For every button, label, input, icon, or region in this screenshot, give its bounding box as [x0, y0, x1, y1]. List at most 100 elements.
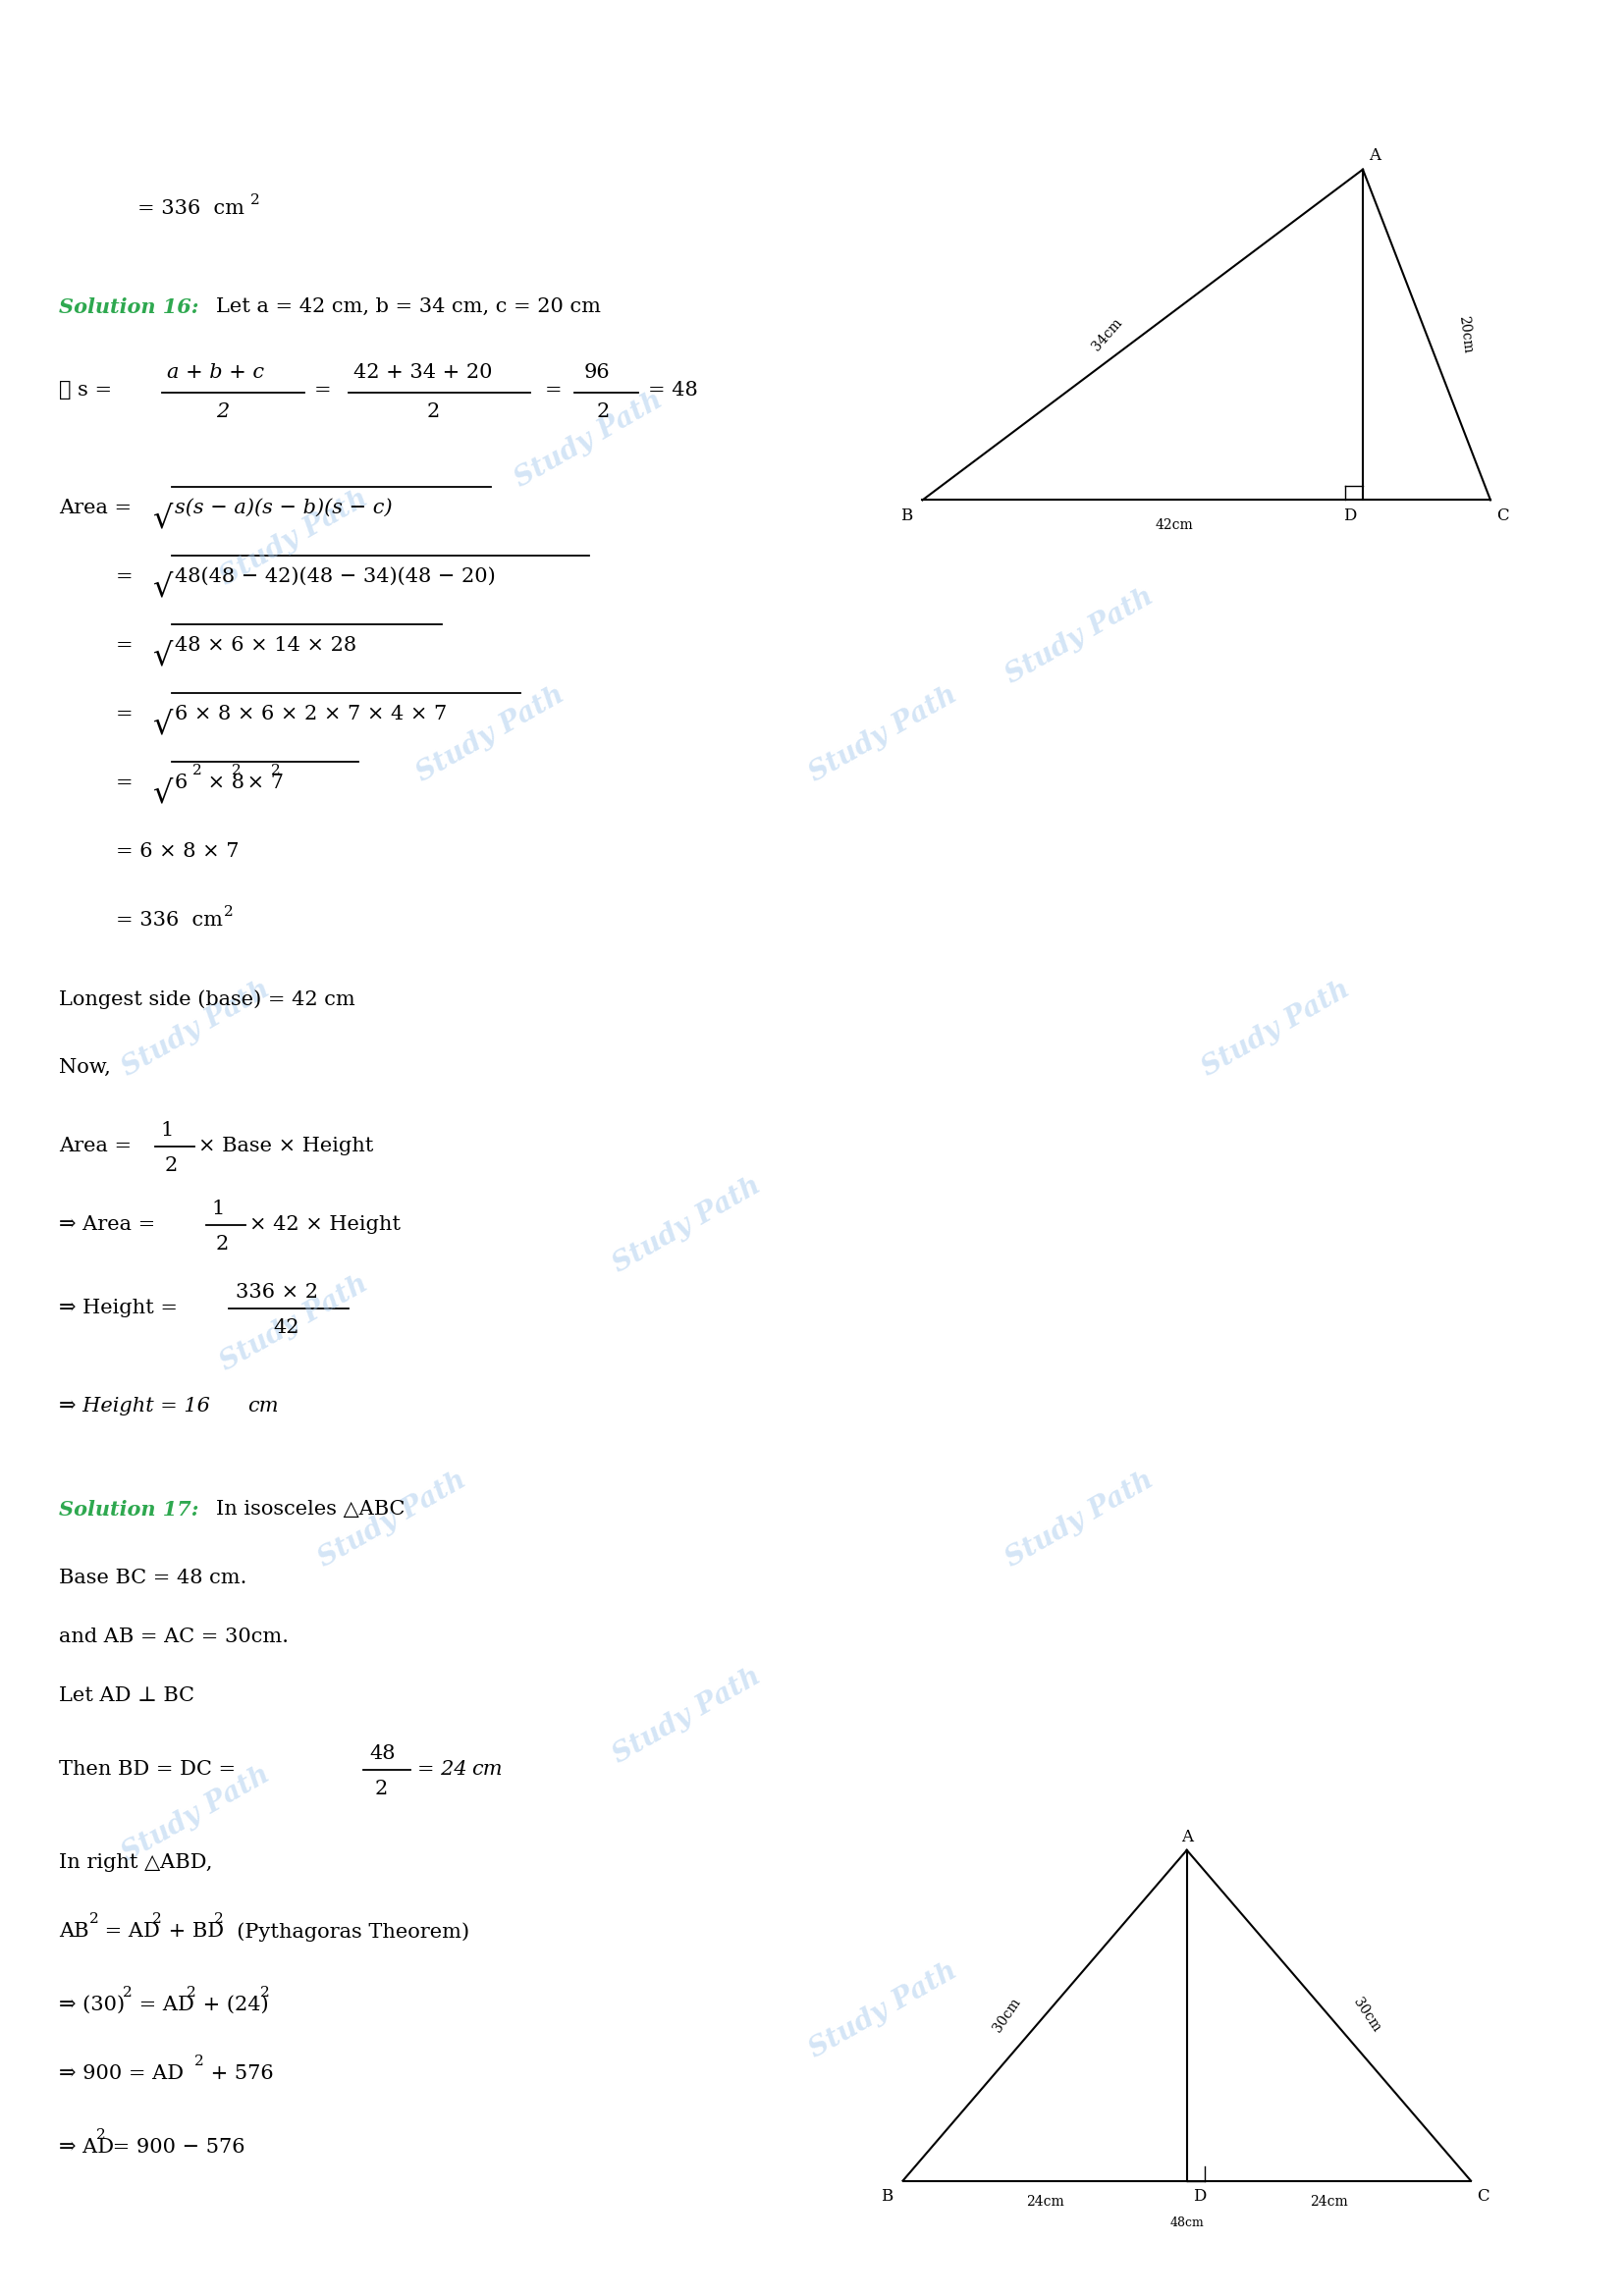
Text: 6: 6 [175, 774, 188, 792]
Text: ⇒ 900 = AD: ⇒ 900 = AD [58, 2064, 184, 2082]
Text: 2: 2 [193, 765, 201, 778]
Text: B: B [901, 507, 913, 523]
Text: Study Path: Study Path [609, 1171, 767, 1279]
Text: + (24): + (24) [197, 1995, 268, 2014]
Text: 2: 2 [224, 905, 234, 918]
Text: √: √ [153, 572, 172, 604]
Text: = 900 − 576: = 900 − 576 [106, 2138, 245, 2156]
Text: 1: 1 [211, 1199, 224, 1219]
Text: D: D [1194, 2188, 1207, 2204]
Text: B: B [882, 2188, 893, 2204]
Text: 336 × 2: 336 × 2 [235, 1283, 318, 1302]
Text: √: √ [153, 778, 172, 808]
Text: √: √ [153, 503, 172, 535]
Text: + 576: + 576 [205, 2064, 273, 2082]
Text: A: A [1369, 147, 1380, 165]
Text: Let AD ⊥ BC: Let AD ⊥ BC [58, 1688, 195, 1706]
Text: C: C [1497, 507, 1509, 523]
Text: = AD: = AD [97, 1922, 159, 1940]
Text: cm: cm [471, 1761, 502, 1779]
Text: 2: 2 [123, 1986, 132, 2000]
Text: 42: 42 [273, 1318, 299, 1336]
Text: 30cm: 30cm [991, 1995, 1023, 2034]
Text: 96: 96 [585, 363, 611, 381]
Text: 2: 2 [214, 1913, 224, 1926]
Text: =: = [115, 567, 133, 585]
Text: 2: 2 [598, 402, 611, 420]
Text: 2: 2 [216, 1235, 229, 1254]
Text: 2: 2 [375, 1779, 388, 1798]
Text: =: = [115, 636, 133, 654]
Text: 20cm: 20cm [1455, 315, 1475, 354]
Text: Study Path: Study Path [1002, 583, 1158, 689]
Text: C: C [1478, 2188, 1489, 2204]
Text: 34cm: 34cm [1090, 317, 1125, 354]
Text: Base BC = 48 cm.: Base BC = 48 cm. [58, 1568, 247, 1587]
Text: ⇒ Area =: ⇒ Area = [58, 1215, 162, 1233]
Text: Let a = 42 cm, b = 34 cm, c = 20 cm: Let a = 42 cm, b = 34 cm, c = 20 cm [216, 298, 601, 317]
Text: ⇒ AD: ⇒ AD [58, 2138, 114, 2156]
Text: 2: 2 [250, 193, 260, 207]
Text: and AB = AC = 30cm.: and AB = AC = 30cm. [58, 1628, 289, 1646]
Text: = 6 × 8 × 7: = 6 × 8 × 7 [115, 843, 239, 861]
Text: RS Aggarwal Solutions: RS Aggarwal Solutions [603, 67, 1021, 99]
Text: Study Path: Study Path [216, 1270, 374, 1375]
Text: ✎: ✎ [91, 46, 115, 73]
Text: Study Path: Study Path [806, 1956, 963, 2064]
Text: 2: 2 [89, 1913, 99, 1926]
Text: Study Path: Study Path [510, 386, 667, 494]
Text: ⇒ Height = 16: ⇒ Height = 16 [58, 1396, 216, 1417]
Text: 42cm: 42cm [1156, 519, 1194, 533]
Text: ⇒ (30): ⇒ (30) [58, 1995, 125, 2014]
Text: 2: 2 [216, 402, 229, 420]
Text: =: = [546, 381, 562, 400]
Text: Study Path: Study Path [1002, 1467, 1158, 1573]
Text: Study Path: Study Path [1199, 976, 1354, 1081]
Text: 2: 2 [96, 2128, 106, 2142]
Text: Study Path: Study Path [313, 1467, 471, 1573]
Text: Study Path: Study Path [119, 976, 274, 1081]
Text: 30cm: 30cm [1351, 1995, 1384, 2034]
Text: × 8: × 8 [201, 774, 245, 792]
Text: In right △ABD,: In right △ABD, [58, 1853, 213, 1871]
Text: Page 9 of 14: Page 9 of 14 [731, 2250, 893, 2273]
Text: Solution 16:: Solution 16: [58, 298, 198, 317]
Text: = 24: = 24 [417, 1761, 474, 1779]
Text: √: √ [153, 641, 172, 670]
Text: = AD: = AD [133, 1995, 195, 2014]
Text: 2: 2 [153, 1913, 162, 1926]
Text: 24cm: 24cm [1311, 2195, 1348, 2209]
Text: (Pythagoras Theorem): (Pythagoras Theorem) [224, 1922, 469, 1942]
Text: Chapter 20: Mensuration: Chapter 20: Mensuration [611, 106, 1013, 135]
Text: √: √ [153, 709, 172, 739]
Text: 2: 2 [271, 765, 281, 778]
Text: × 7: × 7 [240, 774, 284, 792]
Text: s(s − a)(s − b)(s − c): s(s − a)(s − b)(s − c) [175, 498, 393, 517]
Text: Study Path: Study Path [412, 682, 570, 788]
Text: Area =: Area = [58, 1137, 138, 1155]
Text: 2: 2 [260, 1986, 270, 2000]
Text: ⇒ Height =: ⇒ Height = [58, 1300, 184, 1318]
Text: Area =: Area = [58, 498, 138, 517]
Text: =: = [115, 705, 133, 723]
Text: Then BD = DC =: Then BD = DC = [58, 1761, 242, 1779]
Text: a + b + c: a + b + c [167, 363, 265, 381]
Text: = 336  cm: = 336 cm [115, 912, 222, 930]
Text: Solution 17:: Solution 17: [58, 1499, 198, 1520]
Text: 2: 2 [232, 765, 242, 778]
Text: 24cm: 24cm [1026, 2195, 1064, 2209]
Text: Longest side (base) = 42 cm: Longest side (base) = 42 cm [58, 990, 356, 1008]
Text: A: A [1181, 1828, 1192, 1846]
Text: Study Path: Study Path [609, 1662, 767, 1768]
Text: cm: cm [247, 1396, 278, 1417]
Text: 2: 2 [195, 2055, 205, 2069]
Text: =: = [115, 774, 133, 792]
Text: In isosceles △ABC: In isosceles △ABC [216, 1499, 404, 1518]
Text: 2: 2 [427, 402, 440, 420]
Text: 42 + 34 + 20: 42 + 34 + 20 [354, 363, 492, 381]
Text: Study Path: Study Path [216, 484, 374, 590]
Text: Study Path: Study Path [119, 1761, 274, 1867]
Text: Study Path: Study Path [806, 682, 963, 788]
Text: 2: 2 [166, 1157, 179, 1176]
Text: = 336  cm: = 336 cm [138, 200, 245, 218]
